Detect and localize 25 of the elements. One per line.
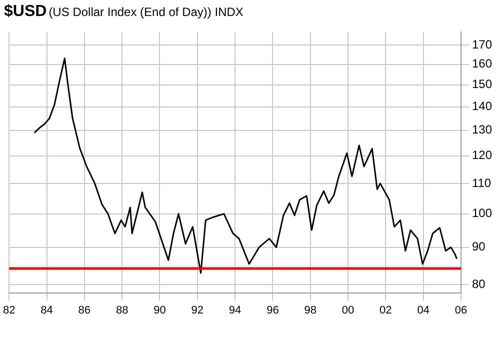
y-tick-label: 110 [472, 176, 492, 190]
x-tick-label: 84 [40, 304, 53, 316]
x-tick-label: 02 [380, 304, 392, 316]
x-tick-label: 00 [342, 304, 354, 316]
x-tick-label: 92 [191, 304, 204, 316]
y-tick-label: 130 [472, 122, 492, 137]
y-tick-label: 90 [472, 240, 486, 254]
x-tick-label: 82 [2, 304, 16, 316]
chart-subtitle: (US Dollar Index (End of Day)) INDX [48, 5, 244, 19]
x-tick-label: 96 [266, 304, 279, 316]
x-tick-label: 06 [454, 304, 468, 316]
x-tick-label: 88 [116, 304, 128, 316]
chart-title: $USD [4, 3, 47, 20]
y-tick-label: 170 [472, 37, 492, 52]
y-tick-label: 120 [472, 148, 492, 162]
y-tick-label: 80 [472, 277, 486, 292]
x-tick-label: 94 [228, 304, 242, 316]
y-tick-label: 140 [472, 99, 492, 114]
x-tick-label: 90 [154, 304, 166, 316]
x-tick-label: 86 [78, 304, 91, 316]
x-tick-label: 98 [304, 304, 316, 316]
y-tick-label: 150 [472, 77, 492, 92]
y-tick-label: 100 [472, 206, 492, 220]
x-tick-label: 04 [417, 304, 430, 316]
y-tick-label: 160 [472, 56, 492, 71]
